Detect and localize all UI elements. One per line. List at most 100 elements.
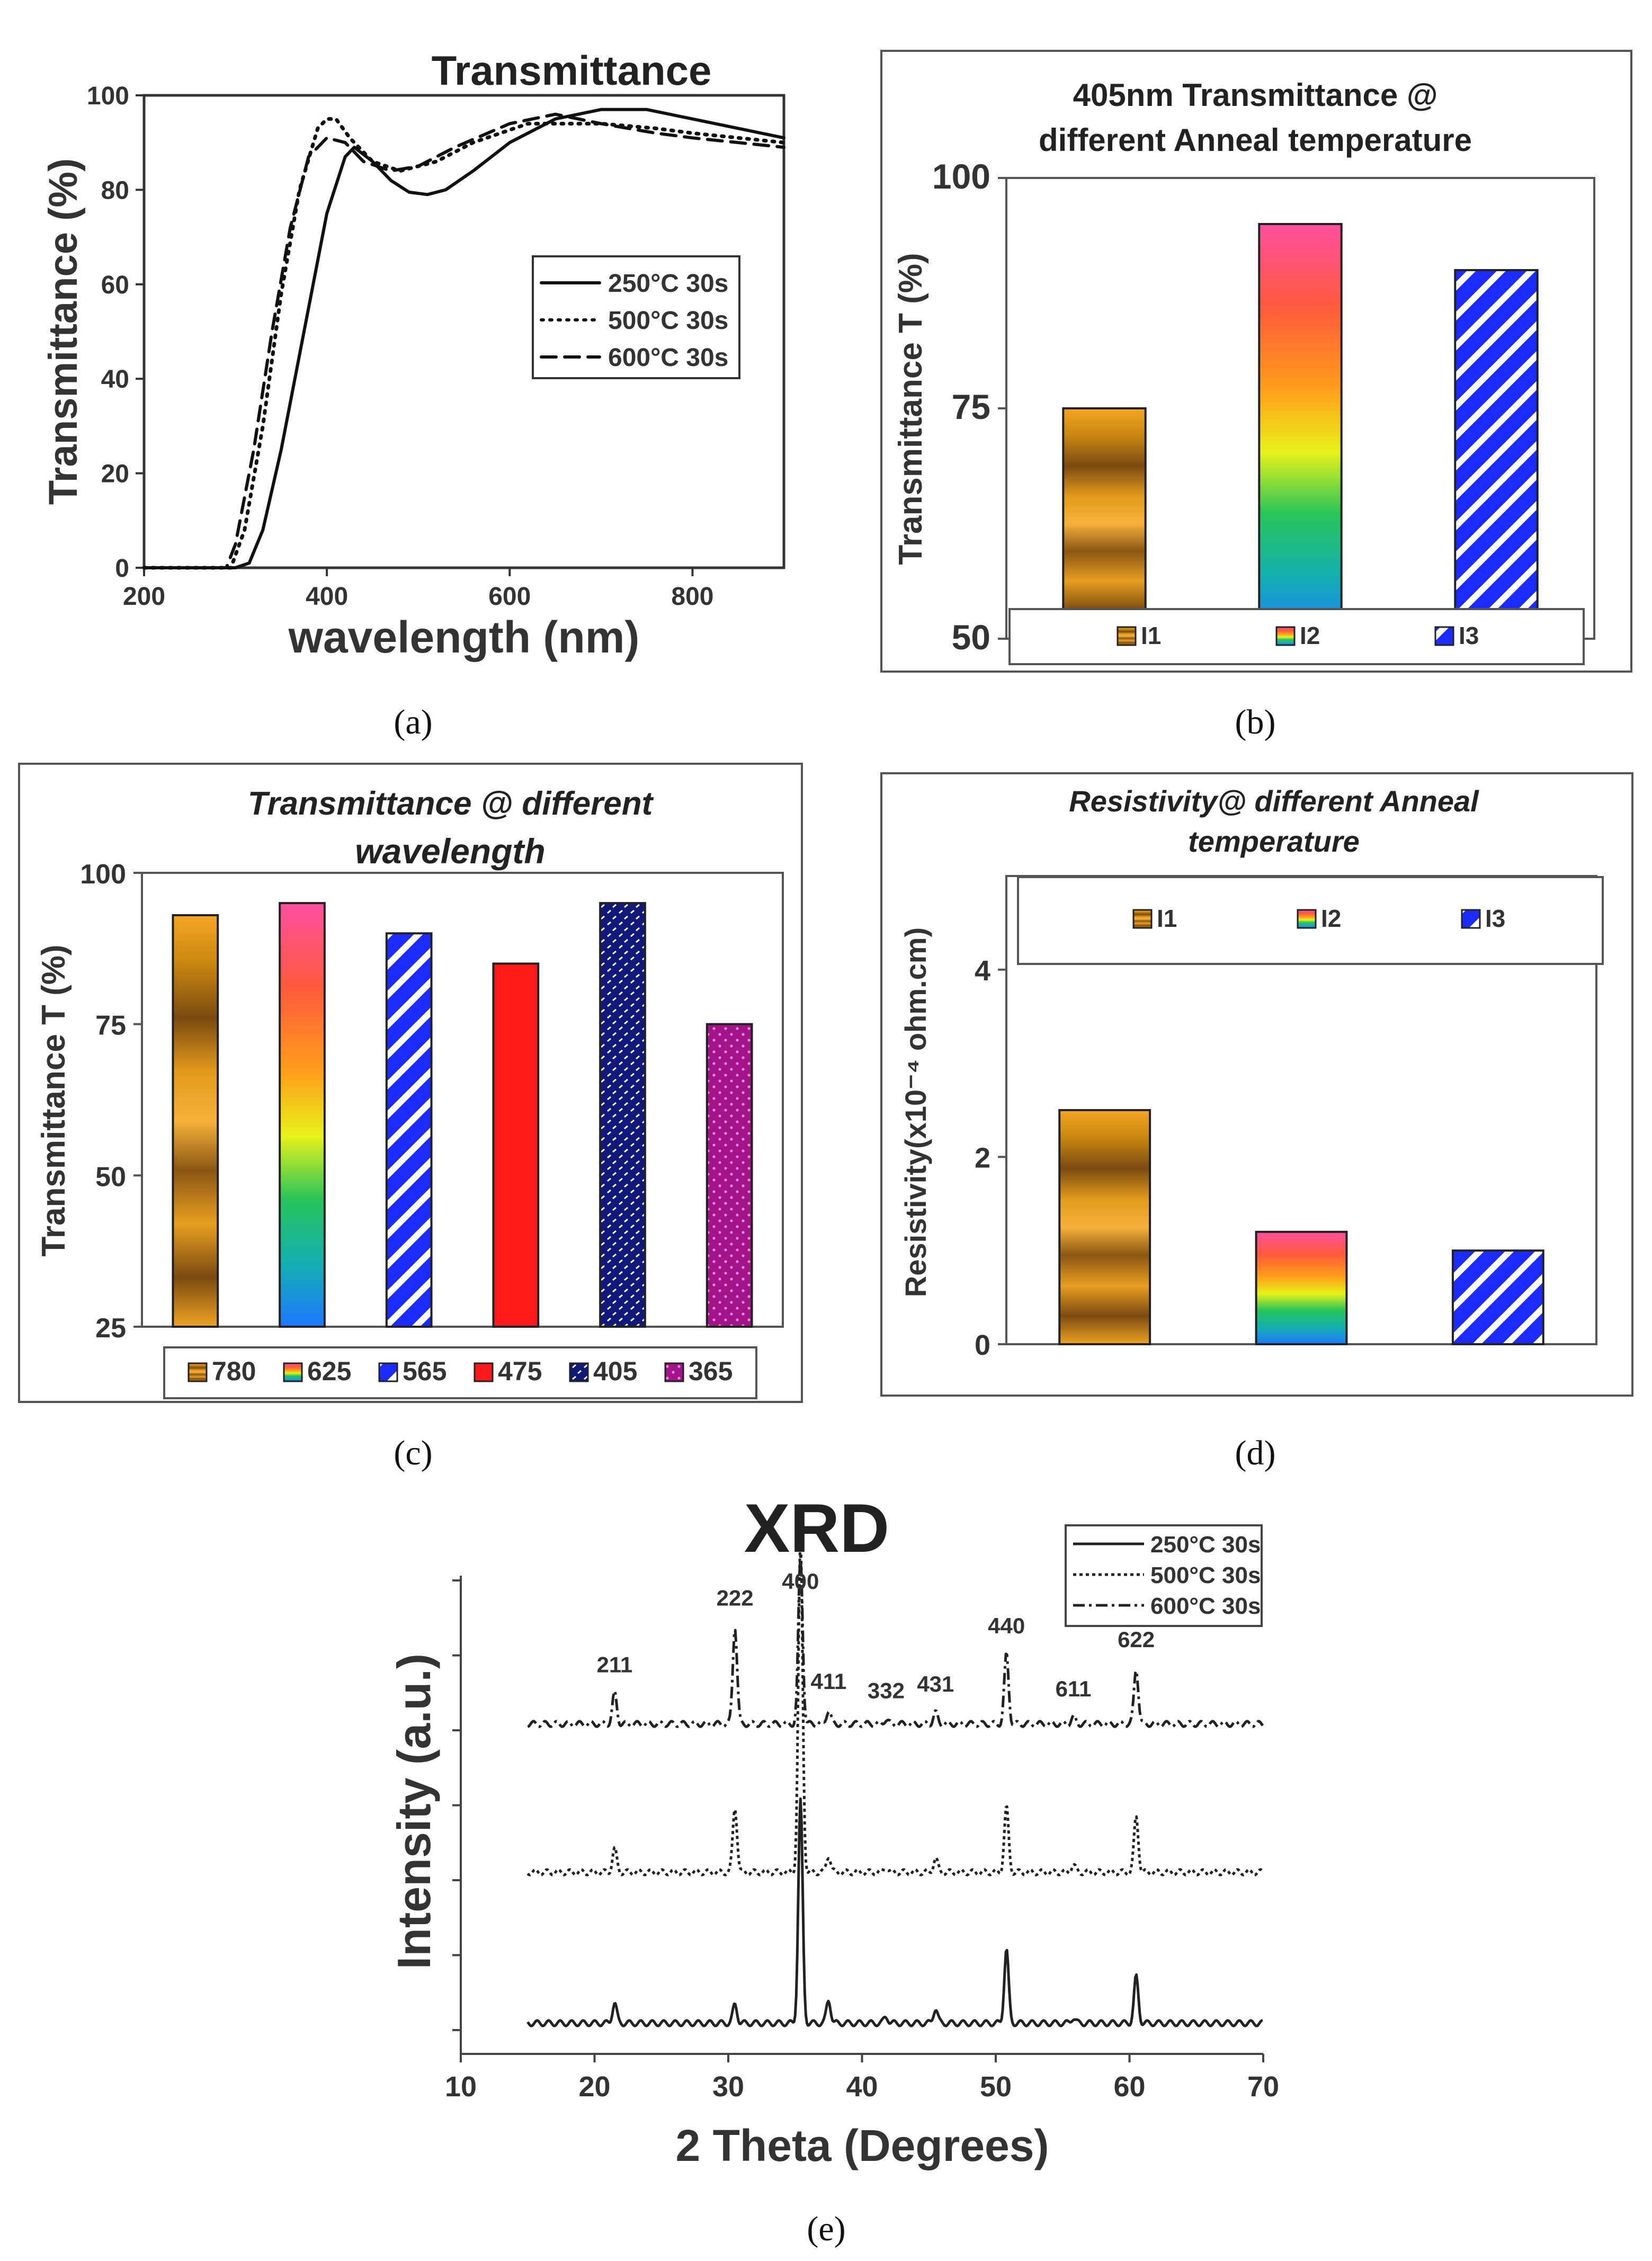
series-line-600°C 30s xyxy=(527,1554,1264,1728)
peak-label-222: 222 xyxy=(717,1585,754,1610)
panel-a-x-axis-label: wavelength (nm) xyxy=(288,612,640,662)
legend-label: I1 xyxy=(1141,622,1161,649)
y-tick-label: 25 xyxy=(95,1313,126,1344)
panel-c-title-line-2: wavelength xyxy=(355,832,545,871)
panel-b-405nm-bar-chart: 405nm Transmittance @ different Anneal t… xyxy=(880,50,1632,673)
peak-label-411: 411 xyxy=(810,1669,846,1694)
y-tick-label: 75 xyxy=(95,1011,126,1041)
legend-label: 600°C 30s xyxy=(608,344,728,372)
panel-a-plot-area xyxy=(142,94,785,569)
series-line-250°C 30s xyxy=(142,108,785,569)
panel-e-legend-entries: 250°C 30s 500°C 30s 600°C 30s xyxy=(1073,1532,1261,1619)
legend-swatch xyxy=(569,1362,589,1382)
legend-label: 405 xyxy=(593,1356,637,1386)
legend-label: I2 xyxy=(1300,622,1320,649)
panel-e-series xyxy=(526,1534,1264,2027)
caption-d: (d) xyxy=(1235,1434,1276,1472)
legend-label: 600°C 30s xyxy=(1150,1593,1261,1619)
series-line-600°C 30s xyxy=(142,112,785,569)
bar-405 xyxy=(599,902,646,1328)
legend-swatch xyxy=(378,1362,398,1382)
legend-label: 500°C 30s xyxy=(1150,1562,1261,1588)
x-tick-label: 70 xyxy=(1247,2071,1279,2103)
y-tick-label: 80 xyxy=(101,176,129,204)
caption-c: (c) xyxy=(394,1434,432,1472)
panel-b-y-ticks: 50 75 100 xyxy=(932,157,1006,657)
peak-label-611: 611 xyxy=(1056,1676,1092,1701)
legend-label: 500°C 30s xyxy=(608,307,728,335)
x-tick-label: 60 xyxy=(1113,2071,1145,2103)
legend-swatch xyxy=(283,1362,303,1382)
y-tick-label: 50 xyxy=(952,618,990,657)
panel-c-y-axis-label: Transmittance T (%) xyxy=(35,944,72,1256)
panel-c-plot-area xyxy=(141,872,784,1328)
panel-b-legend xyxy=(1008,608,1585,665)
legend-swatch xyxy=(1117,626,1137,646)
panel-c-wavelength-bar-chart: Transmittance @ different wavelength 25 5… xyxy=(18,763,803,1403)
panel-d-bars xyxy=(1058,1109,1544,1346)
panel-d-title-line-2: temperature xyxy=(1188,825,1360,858)
bar-I3 xyxy=(1454,269,1539,640)
peak-label-431: 431 xyxy=(917,1672,954,1696)
y-tick-label: 100 xyxy=(87,82,129,110)
panel-c-legend xyxy=(163,1346,757,1399)
x-tick-label: 20 xyxy=(578,2071,610,2103)
legend-swatch xyxy=(1461,909,1481,929)
panel-b-y-axis-label: Transmittance T (%) xyxy=(892,253,929,565)
peak-label-400: 400 xyxy=(782,1569,819,1594)
peak-label-440: 440 xyxy=(988,1613,1025,1638)
legend-label: 625 xyxy=(307,1356,351,1386)
x-tick-label: 40 xyxy=(846,2071,878,2103)
panel-b-title-line-2: different Anneal temperature xyxy=(1039,122,1472,158)
panel-e-y-axis-label: Intensity (a.u.) xyxy=(388,1654,440,1970)
legend-swatch xyxy=(1434,626,1454,646)
y-tick-label: 0 xyxy=(115,555,129,583)
panel-e-peak-labels: 211 222 400 411 332 431 440 611 622 xyxy=(596,1569,1155,1703)
panel-e-xrd-chart: XRD 10 20 30 40 50 60 70 211 222 400 411 332 431 440… xyxy=(388,1489,1279,2170)
legend-label: I1 xyxy=(1157,905,1177,932)
panel-d-title-line-1: Resistivity@ different Anneal xyxy=(1069,784,1479,818)
panel-e-legend xyxy=(1065,1524,1263,1627)
y-tick-label: 75 xyxy=(952,387,990,426)
panel-e-y-ticks xyxy=(452,1579,461,2031)
caption-b: (b) xyxy=(1235,703,1276,741)
legend-label: I2 xyxy=(1321,905,1341,932)
legend-label: 250°C 30s xyxy=(1150,1532,1261,1558)
panel-d-resistivity-bar-chart: Resistivity@ different Anneal temperatur… xyxy=(880,772,1633,1397)
y-tick-label: 4 xyxy=(975,955,990,987)
legend-label: 475 xyxy=(498,1356,542,1386)
legend-swatch xyxy=(474,1362,494,1382)
panel-d-y-axis-label: Resistivity(x10⁻⁴ ohm.cm) xyxy=(899,927,932,1297)
legend-swatch xyxy=(1132,909,1153,929)
panel-c-title-line-1: Transmittance @ different xyxy=(248,785,654,822)
bar-565 xyxy=(385,932,433,1328)
x-tick-label: 30 xyxy=(712,2071,744,2103)
bar-I3 xyxy=(1451,1249,1544,1345)
panel-c-bars xyxy=(172,902,753,1328)
peak-label-622: 622 xyxy=(1118,1627,1155,1652)
x-tick-label: 800 xyxy=(671,583,713,611)
legend-swatch xyxy=(187,1362,208,1382)
peak-label-211: 211 xyxy=(596,1652,632,1677)
x-tick-label: 600 xyxy=(488,583,531,611)
panel-a-y-ticks: 0 20 40 60 80 100 xyxy=(87,82,144,583)
y-tick-label: 40 xyxy=(101,365,129,394)
legend-swatch xyxy=(1297,909,1317,929)
panel-b-title-line-1: 405nm Transmittance @ xyxy=(1073,77,1438,113)
y-tick-label: 100 xyxy=(80,859,126,890)
legend-label: I3 xyxy=(1485,905,1505,932)
panel-e-x-ticks: 10 20 30 40 50 60 70 xyxy=(445,2054,1279,2103)
y-tick-label: 2 xyxy=(975,1142,990,1174)
legend-label: 565 xyxy=(403,1356,447,1386)
bar-475 xyxy=(492,962,540,1328)
bar-I1 xyxy=(1062,407,1147,640)
legend-swatch xyxy=(1275,626,1296,646)
panel-b-legend-entries: I1 I2 I3 xyxy=(1117,622,1479,649)
x-tick-label: 200 xyxy=(123,583,165,611)
panel-c-legend-entries: 780 625 565 475 405 365 xyxy=(187,1356,733,1386)
bar-365 xyxy=(706,1023,753,1328)
panel-e-title: XRD xyxy=(744,1489,889,1567)
y-tick-label: 60 xyxy=(101,271,129,299)
panel-a-legend-entries: 250°C 30s 500°C 30s 600°C 30s xyxy=(540,270,728,372)
